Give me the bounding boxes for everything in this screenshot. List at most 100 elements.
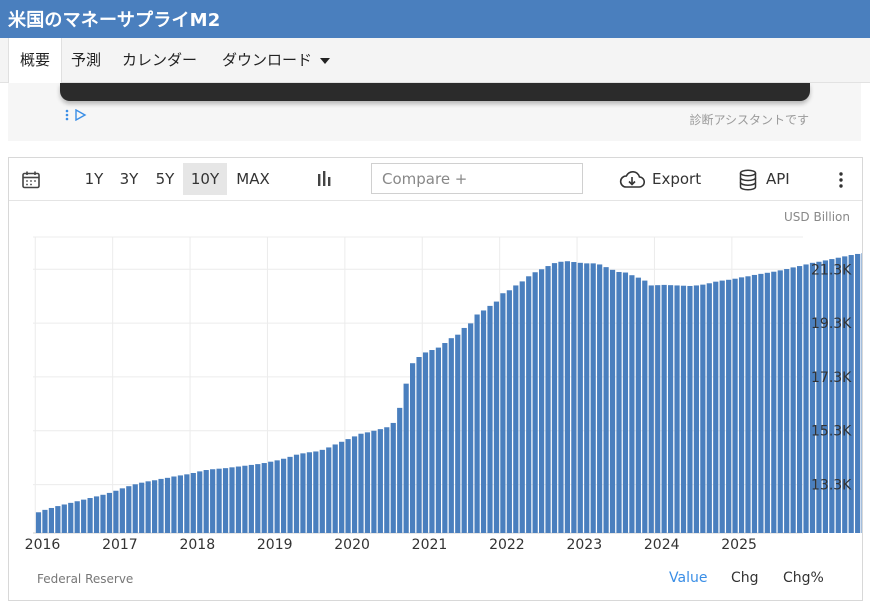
bar[interactable] [145, 481, 151, 533]
bar[interactable] [455, 334, 461, 533]
bar[interactable] [235, 466, 242, 533]
bar[interactable] [719, 280, 725, 533]
bar[interactable] [539, 269, 545, 533]
bar[interactable] [500, 293, 506, 533]
export-button[interactable]: Export [652, 170, 702, 188]
bar[interactable] [126, 486, 132, 533]
bar[interactable] [635, 277, 641, 533]
range-5y-button[interactable]: 5Y [155, 170, 175, 188]
bar[interactable] [603, 267, 609, 533]
bar[interactable] [532, 272, 538, 533]
bar[interactable] [829, 259, 835, 533]
bar[interactable] [803, 264, 809, 533]
bar[interactable] [261, 463, 267, 533]
bar[interactable] [693, 285, 699, 533]
bar[interactable] [139, 482, 145, 533]
bar[interactable] [106, 492, 113, 533]
bar[interactable] [571, 262, 577, 533]
range-10y-button[interactable]: 10Y [183, 163, 227, 195]
bar[interactable] [777, 270, 783, 533]
bar[interactable] [513, 285, 519, 533]
bar[interactable] [732, 278, 738, 533]
bar[interactable] [784, 269, 790, 533]
bar[interactable] [48, 507, 54, 533]
bar[interactable] [616, 271, 622, 533]
bar[interactable] [519, 281, 525, 533]
bar[interactable] [384, 427, 390, 533]
bar[interactable] [68, 502, 74, 533]
bar[interactable] [435, 347, 441, 533]
calendar-icon[interactable] [21, 170, 41, 194]
bar[interactable] [81, 499, 87, 533]
bar[interactable] [564, 261, 570, 533]
bar[interactable] [642, 280, 648, 533]
bar[interactable] [809, 262, 816, 533]
bar[interactable] [397, 407, 403, 533]
bar[interactable] [758, 273, 764, 533]
bar[interactable] [197, 471, 203, 533]
bar[interactable] [661, 284, 667, 533]
bar[interactable] [403, 383, 409, 533]
range-max-button[interactable]: MAX [236, 170, 270, 188]
bar[interactable] [216, 468, 222, 533]
bar[interactable] [487, 305, 493, 533]
bar[interactable] [629, 275, 635, 533]
bar[interactable] [158, 478, 164, 533]
bar[interactable] [132, 484, 138, 533]
bar[interactable] [313, 451, 319, 533]
bar[interactable] [468, 323, 474, 533]
bar[interactable] [164, 477, 171, 533]
bar[interactable] [390, 422, 396, 533]
bar[interactable] [55, 506, 61, 533]
bar[interactable] [339, 441, 345, 533]
bar[interactable] [842, 256, 848, 533]
bar[interactable] [855, 253, 861, 533]
bar[interactable] [171, 476, 177, 533]
bar[interactable] [190, 472, 196, 533]
bar[interactable] [429, 350, 435, 533]
bar[interactable] [422, 352, 429, 533]
bar[interactable] [493, 301, 500, 533]
bar[interactable] [113, 490, 119, 533]
bar[interactable] [526, 276, 532, 533]
bar[interactable] [364, 432, 371, 533]
bar[interactable] [751, 274, 758, 533]
bar[interactable] [319, 449, 325, 533]
bar[interactable] [861, 253, 863, 533]
bar[interactable] [622, 272, 629, 533]
bar[interactable] [287, 456, 293, 533]
chg-view-button[interactable]: Chg [731, 570, 759, 586]
bar[interactable] [242, 465, 248, 533]
bar[interactable] [448, 338, 454, 533]
bar-chart-icon[interactable] [315, 170, 333, 192]
bar[interactable] [345, 439, 351, 533]
database-icon[interactable] [738, 169, 758, 195]
bar[interactable] [590, 263, 596, 533]
bar[interactable] [551, 263, 558, 533]
bar[interactable] [558, 261, 564, 533]
bar[interactable] [726, 279, 732, 533]
bar[interactable] [281, 458, 287, 533]
cloud-download-icon[interactable] [619, 170, 646, 194]
tab-download[interactable]: ダウンロード [222, 38, 331, 82]
bar[interactable] [771, 271, 777, 533]
bar[interactable] [300, 453, 306, 533]
bar[interactable] [816, 261, 822, 533]
bar[interactable] [584, 263, 590, 533]
range-1y-button[interactable]: 1Y [84, 170, 104, 188]
bar[interactable] [416, 357, 422, 533]
bar[interactable] [371, 430, 377, 533]
bar[interactable] [203, 470, 209, 533]
bar[interactable] [442, 343, 448, 533]
bar[interactable] [229, 467, 235, 533]
bar[interactable] [687, 285, 693, 533]
bar[interactable] [42, 509, 48, 533]
bar[interactable] [210, 469, 216, 533]
bar[interactable] [306, 452, 312, 533]
bar[interactable] [152, 480, 158, 533]
bar[interactable] [700, 284, 706, 533]
bar[interactable] [177, 475, 183, 533]
bar[interactable] [255, 464, 261, 533]
bar[interactable] [674, 285, 680, 533]
bar[interactable] [506, 290, 512, 533]
